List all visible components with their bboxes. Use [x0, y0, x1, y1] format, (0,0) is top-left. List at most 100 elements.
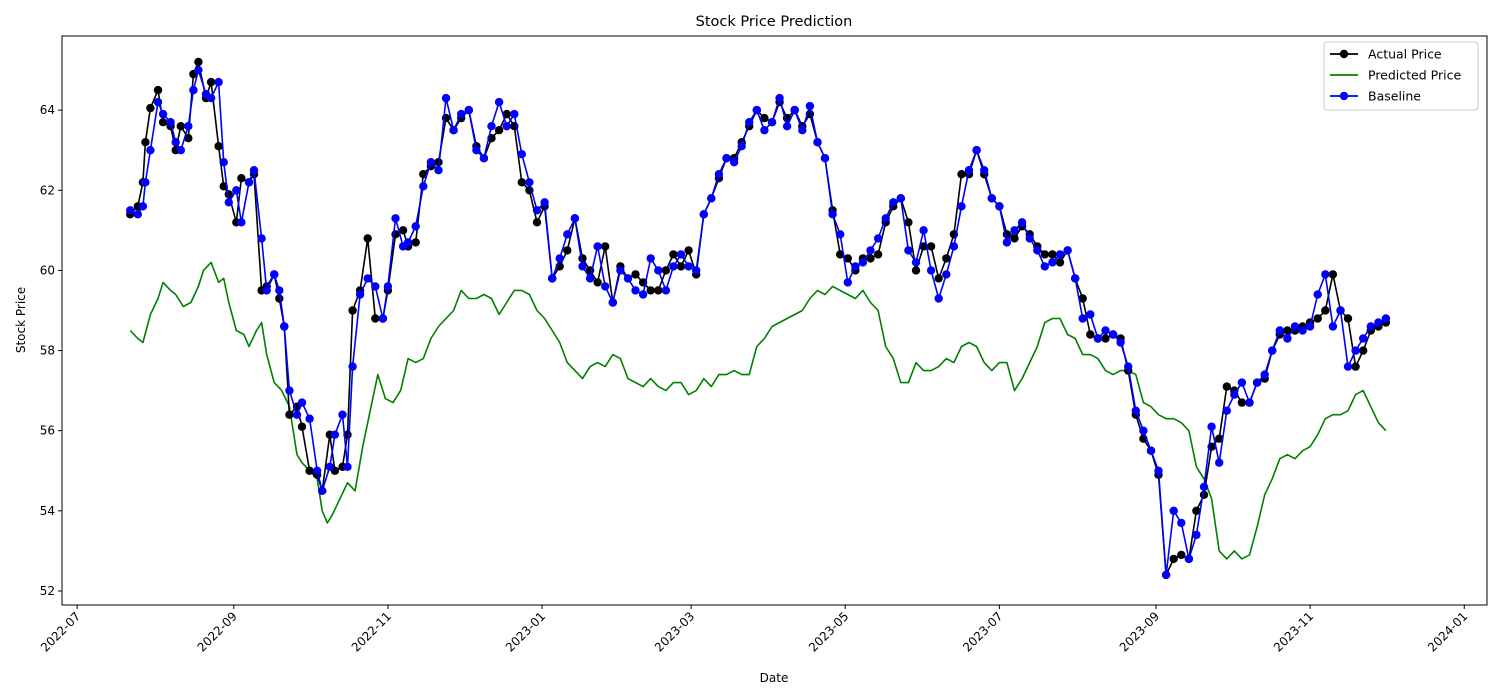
baseline-point [158, 109, 168, 119]
actual-price-point [904, 218, 913, 227]
baseline-point [138, 202, 148, 211]
baseline-point [383, 282, 393, 291]
baseline-point [1048, 258, 1057, 267]
baseline-point [1108, 330, 1118, 339]
baseline-point [176, 146, 185, 155]
baseline-point [1260, 370, 1269, 379]
baseline-point [585, 274, 595, 283]
actual-price-point [1101, 334, 1110, 343]
baseline-point [1025, 234, 1034, 243]
baseline-point [949, 242, 959, 251]
baseline-point [378, 314, 388, 323]
baseline-point [790, 105, 799, 115]
baseline-point [153, 97, 163, 107]
actual-price-point [1237, 398, 1247, 407]
baseline-point [391, 214, 400, 223]
actual-price-point [676, 262, 686, 271]
actual-price-point [206, 77, 216, 87]
baseline-point [348, 362, 357, 371]
baseline-point [1230, 390, 1239, 399]
actual-price-point [1177, 550, 1186, 560]
baseline-point [995, 202, 1004, 211]
x-tick-label: 2024-01 [1425, 609, 1470, 654]
baseline-point [934, 294, 943, 303]
baseline-point [330, 430, 340, 439]
baseline-point [707, 194, 716, 203]
baseline-point [171, 138, 180, 147]
baseline-point [1139, 426, 1148, 435]
baseline-point [1305, 322, 1315, 331]
actual-price-point [371, 314, 380, 323]
actual-price-point [363, 234, 372, 243]
baseline-point [1366, 322, 1376, 331]
x-tick-label: 2022-09 [195, 609, 240, 654]
baseline-point [881, 214, 890, 223]
baseline-point [957, 202, 966, 211]
baseline-point [919, 226, 928, 235]
baseline-point [1268, 346, 1277, 355]
baseline-point [578, 262, 587, 271]
baseline-point [737, 142, 746, 151]
baseline-point [1101, 326, 1110, 335]
baseline-point [1328, 322, 1338, 331]
baseline-point [942, 270, 951, 279]
actual-price-point [654, 286, 663, 295]
actual-price-point [411, 238, 420, 247]
baseline-point [1146, 446, 1156, 455]
baseline-point [616, 266, 625, 275]
x-tick-label: 2023-07 [960, 609, 1005, 654]
y-tick-label: 52 [40, 584, 55, 598]
actual-price-point [669, 250, 678, 259]
baseline-point [525, 178, 534, 187]
baseline-point [214, 77, 223, 87]
actual-price-point [158, 118, 168, 127]
x-tick-label: 2023-03 [652, 609, 697, 654]
baseline-point [646, 254, 655, 263]
actual-price-point [494, 126, 504, 135]
baseline-point [464, 105, 473, 115]
legend-label-predicted-price: Predicted Price [1368, 68, 1461, 83]
actual-price-point [1283, 326, 1292, 335]
x-tick-label: 2023-01 [503, 609, 548, 654]
baseline-point [449, 126, 458, 135]
baseline-point [623, 274, 633, 283]
y-tick-label: 56 [40, 424, 55, 438]
actual-price-point [1222, 382, 1232, 391]
baseline-point [297, 398, 307, 407]
actual-price-point [1359, 346, 1368, 355]
baseline-point [305, 414, 314, 423]
baseline-point [411, 222, 420, 231]
baseline-point [1116, 338, 1125, 347]
baseline-point [285, 386, 294, 395]
baseline-point [262, 286, 271, 295]
baseline-point [828, 210, 837, 219]
actual-price-point [1048, 250, 1057, 259]
plot-frame [61, 35, 1488, 606]
baseline-point [434, 166, 443, 175]
baseline-point [1359, 334, 1368, 343]
baseline-point [911, 258, 921, 267]
y-tick-label: 54 [40, 504, 55, 518]
actual-price-point [631, 270, 640, 279]
actual-price-point [153, 85, 163, 95]
y-axis: 52 54 56 58 60 62 64 [40, 103, 62, 598]
actual-price-point [1192, 506, 1201, 515]
baseline-point [403, 238, 413, 247]
actual-price-point [1055, 258, 1065, 267]
baseline-point [593, 242, 602, 251]
baseline-point [133, 210, 142, 219]
baseline-point [540, 198, 549, 207]
actual-price-point [434, 158, 443, 167]
baseline-point [1199, 482, 1209, 491]
baseline-point [1245, 398, 1254, 407]
baseline-point [1131, 406, 1141, 415]
baseline-point [1017, 218, 1027, 227]
actual-price-point [873, 250, 883, 259]
x-tick-label: 2022-07 [38, 609, 83, 654]
baseline-point [661, 286, 671, 295]
baseline-point [638, 290, 648, 299]
baseline-point [1321, 270, 1330, 279]
baseline-point [363, 274, 372, 283]
baseline-point [563, 230, 572, 239]
baseline-point [729, 158, 739, 167]
